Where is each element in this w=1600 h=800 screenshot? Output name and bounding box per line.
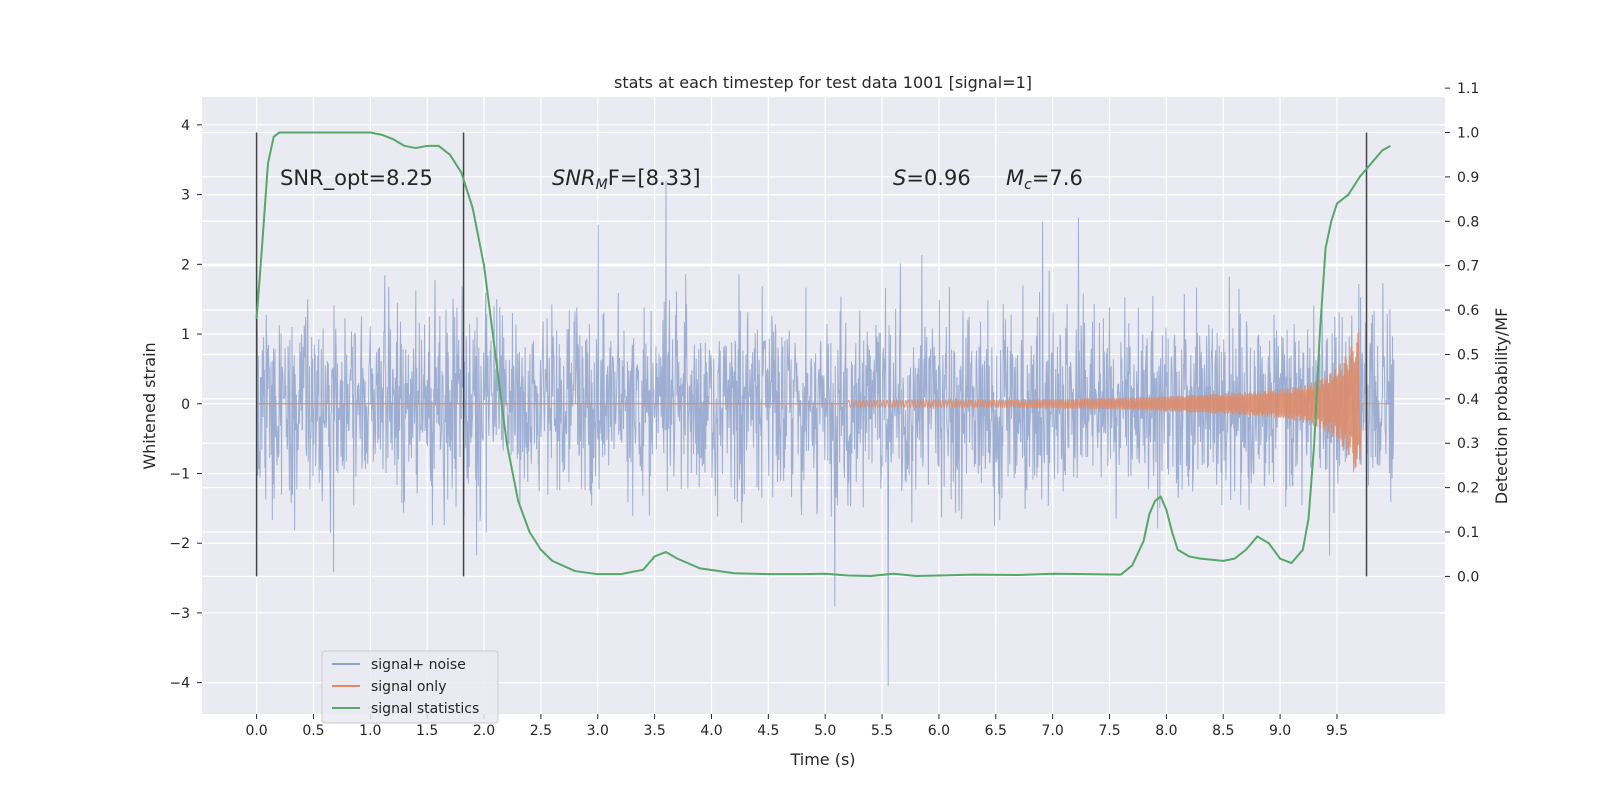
statistics-line: [255, 131, 1391, 577]
annotation-snr-mf: SNRMF=[8.33]: [552, 166, 701, 193]
y-tick-label: −2: [169, 536, 190, 552]
y-tick-label: −4: [169, 676, 190, 692]
ticks: 0.0 0.5 1.0 1.5 2.0 2.5 3.0 3.5 4.0 4.5 5.0 5.5 6.0 6…: [169, 81, 1479, 739]
mc-sub: c: [1024, 177, 1032, 193]
y2-tick-label: 0.8: [1457, 214, 1479, 230]
y2-tick-label: 0.2: [1457, 481, 1479, 497]
legend: signal+ noise signal only signal statist…: [321, 650, 499, 724]
x-tick-label: 8.0: [1155, 723, 1177, 739]
x-tick-label: 8.5: [1212, 723, 1234, 739]
x-tick-label: 5.0: [814, 723, 836, 739]
annotation-mc: Mc=7.6: [1006, 166, 1083, 193]
y2-tick-label: 0.1: [1457, 525, 1479, 541]
legend-box: [321, 650, 499, 724]
x-axis-label: Time (s): [789, 750, 855, 769]
legend-label-signal-statistics: signal statistics: [371, 701, 479, 717]
x-tick-label: 4.5: [757, 723, 779, 739]
annotation-s: S=0.96: [893, 166, 971, 190]
y-axis-label: Whitened strain: [140, 342, 159, 469]
y-tick-label: 4: [181, 118, 190, 134]
x-tick-label: 4.0: [700, 723, 722, 739]
x-tick-label: 6.0: [928, 723, 950, 739]
y-tick-label: 1: [181, 327, 190, 343]
x-tick-label: 2.5: [530, 723, 552, 739]
mc-base: M: [1006, 166, 1024, 190]
chirp-trace: [847, 329, 1394, 469]
legend-label-signal-only: signal only: [371, 679, 446, 695]
snr-mf-sub: M: [596, 177, 608, 193]
y2-tick-label: 1.0: [1457, 126, 1479, 142]
x-tick-label: 9.5: [1326, 723, 1348, 739]
snr-mf-tail: F=[8.33]: [608, 166, 701, 190]
y2-tick-label: 0.0: [1457, 569, 1479, 585]
signal-statistics-series: [255, 131, 1391, 577]
y2-tick-label: 1.1: [1457, 81, 1479, 97]
annotations: SNR_opt=8.25 SNRMF=[8.33] S=0.96 Mc=7.6: [280, 166, 1083, 193]
y2-tick-label: 0.5: [1457, 347, 1479, 363]
y2-tick-label: 0.3: [1457, 436, 1479, 452]
x-tick-label: 0.5: [302, 723, 324, 739]
y-tick-label: 3: [181, 188, 190, 204]
y-tick-label: 2: [181, 257, 190, 273]
x-tick-label: 7.0: [1042, 723, 1064, 739]
y2-tick-label: 0.4: [1457, 392, 1479, 408]
s-letter: S: [893, 166, 906, 190]
annotation-snr-opt: SNR_opt=8.25: [280, 166, 433, 191]
chart-title: stats at each timestep for test data 100…: [614, 73, 1032, 92]
x-tick-label: 0.0: [245, 723, 267, 739]
y-tick-label: −3: [169, 606, 190, 622]
y2-axis-label: Detection probability/MF: [1492, 308, 1511, 505]
mc-value: =7.6: [1032, 166, 1083, 190]
x-tick-label: 1.5: [416, 723, 438, 739]
x-tick-label: 7.5: [1098, 723, 1120, 739]
x-tick-label: 9.0: [1269, 723, 1291, 739]
y2-tick-label: 0.7: [1457, 259, 1479, 275]
x-tick-label: 3.0: [587, 723, 609, 739]
snr-mf-base: SNR: [552, 166, 596, 190]
x-tick-label: 1.0: [359, 723, 381, 739]
x-tick-label: 5.5: [871, 723, 893, 739]
x-tick-label: 2.0: [473, 723, 495, 739]
s-value: =0.96: [906, 166, 970, 190]
x-tick-label: 6.5: [985, 723, 1007, 739]
signal-only-series: [256, 329, 1394, 469]
y-tick-label: −1: [169, 466, 190, 482]
y2-tick-label: 0.9: [1457, 170, 1479, 186]
y-tick-label: 0: [181, 397, 190, 413]
vertical-markers: [255, 132, 1368, 577]
y2-tick-label: 0.6: [1457, 303, 1479, 319]
legend-label-signal-noise: signal+ noise: [371, 657, 466, 673]
x-tick-label: 3.5: [643, 723, 665, 739]
